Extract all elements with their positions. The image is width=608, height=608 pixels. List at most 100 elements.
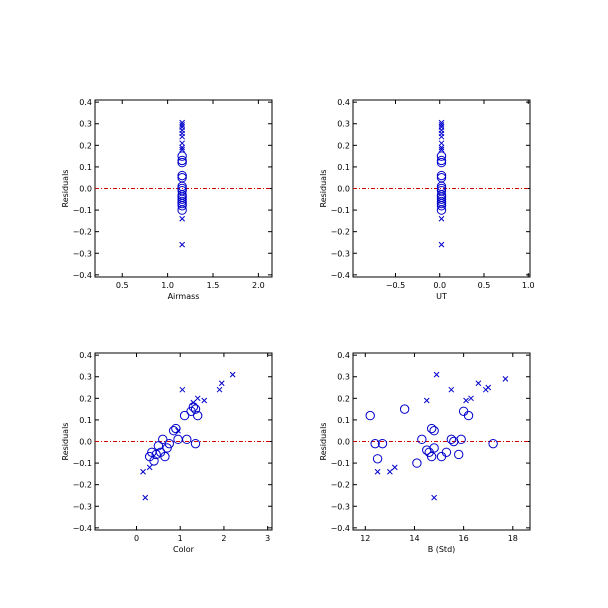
data-point-circle bbox=[158, 434, 168, 445]
data-point-cross bbox=[438, 144, 445, 151]
data-point-cross bbox=[438, 241, 445, 248]
data-point-cross bbox=[179, 215, 185, 222]
y-tick-label: −0.2 bbox=[73, 228, 92, 237]
x-axis-label: Color bbox=[173, 545, 195, 554]
data-point-cross bbox=[391, 464, 398, 471]
y-tick-label: 0.2 bbox=[79, 141, 92, 150]
data-point-circle bbox=[164, 438, 174, 449]
y-tick-label: −0.2 bbox=[331, 228, 350, 237]
data-point-circle bbox=[377, 438, 388, 449]
y-tick-label: −0.1 bbox=[331, 459, 350, 468]
data-point-cross bbox=[142, 494, 149, 501]
y-tick-label: 0.0 bbox=[79, 438, 92, 447]
data-point-circle bbox=[370, 438, 380, 449]
data-point-cross bbox=[140, 468, 146, 475]
data-point-circle bbox=[436, 170, 447, 181]
data-point-circle bbox=[436, 198, 447, 209]
data-point-circle bbox=[177, 205, 187, 215]
data-point-circle bbox=[412, 458, 422, 468]
data-point-circle bbox=[399, 404, 410, 414]
y-tick-label: −0.4 bbox=[331, 271, 350, 280]
data-point-circle bbox=[458, 406, 469, 416]
data-point-cross bbox=[146, 464, 153, 471]
data-point-cross bbox=[448, 386, 455, 393]
data-point-cross bbox=[216, 386, 223, 393]
x-axis-label: Airmass bbox=[168, 292, 200, 301]
y-axis-label: Residuals bbox=[61, 170, 70, 208]
data-point-cross bbox=[179, 241, 185, 248]
data-point-circle bbox=[177, 198, 187, 209]
data-point-circle bbox=[422, 445, 432, 455]
chart-panel-3: 0.4 0.3 0.2 0.1 0.0 −0.1 −0.2 −0.3 −0.4 0 1 2 3 Color… bbox=[61, 351, 273, 554]
data-point-circle bbox=[463, 410, 474, 421]
y-tick-label: 0.2 bbox=[79, 394, 92, 403]
data-point-circle bbox=[186, 406, 196, 416]
y-tick-label: 0.1 bbox=[337, 416, 350, 425]
data-point-circle bbox=[177, 170, 187, 181]
y-tick-label: −0.1 bbox=[331, 206, 350, 215]
data-point-cross bbox=[502, 376, 509, 382]
data-point-cross bbox=[475, 380, 482, 387]
data-point-cross bbox=[201, 397, 208, 404]
data-point-circle bbox=[188, 402, 199, 412]
data-point-circle bbox=[429, 443, 439, 453]
data-point-cross bbox=[179, 144, 185, 151]
y-tick-label: 0.0 bbox=[79, 185, 92, 194]
data-point-circle bbox=[436, 205, 447, 215]
x-tick-label: 0.0 bbox=[433, 281, 446, 290]
y-tick-label: 0.2 bbox=[337, 141, 350, 150]
data-point-cross bbox=[431, 494, 437, 501]
data-point-cross bbox=[179, 133, 185, 140]
data-point-circle bbox=[153, 441, 164, 451]
data-point-circle bbox=[151, 449, 161, 460]
y-tick-label: 0.1 bbox=[79, 163, 92, 172]
data-point-cross bbox=[179, 121, 185, 128]
x-axis-label: UT bbox=[436, 292, 447, 301]
data-point-circle bbox=[190, 404, 201, 414]
y-tick-label: −0.1 bbox=[73, 459, 92, 468]
data-point-circle bbox=[488, 438, 498, 449]
data-point-cross bbox=[463, 397, 469, 404]
y-tick-label: 0.4 bbox=[337, 351, 350, 360]
data-point-circle bbox=[190, 438, 201, 449]
y-tick-label: 0.4 bbox=[79, 351, 92, 360]
data-point-cross bbox=[229, 371, 236, 378]
chart-panel-2: 0.4 0.3 0.2 0.1 0.0 −0.1 −0.2 −0.3 −0.4 −0.5 0.0 0.… bbox=[319, 98, 535, 301]
data-point-circle bbox=[177, 155, 187, 166]
data-point-circle bbox=[436, 173, 447, 183]
data-point-circle bbox=[456, 434, 466, 445]
data-point-cross bbox=[179, 119, 185, 126]
y-tick-label: 0.3 bbox=[337, 373, 350, 382]
x-tick-label: 1.0 bbox=[161, 281, 174, 290]
y-tick-label: 0.3 bbox=[79, 120, 92, 129]
data-point-circle bbox=[168, 426, 179, 436]
x-tick-label: 2.0 bbox=[252, 281, 265, 290]
x-tick-label: 16 bbox=[459, 534, 469, 543]
data-point-circle bbox=[426, 451, 437, 462]
data-point-cross bbox=[438, 215, 445, 222]
data-point-circle bbox=[182, 434, 192, 445]
data-point-circle bbox=[177, 194, 187, 204]
y-tick-label: 0.2 bbox=[337, 394, 350, 403]
x-tick-label: 1 bbox=[178, 534, 183, 543]
data-point-circle bbox=[441, 447, 452, 457]
data-point-circle bbox=[446, 434, 457, 445]
x-tick-label: 14 bbox=[409, 534, 419, 543]
data-point-cross bbox=[438, 146, 445, 153]
data-point-circle bbox=[177, 157, 187, 168]
y-tick-label: −0.4 bbox=[73, 271, 92, 280]
data-point-cross bbox=[179, 146, 185, 153]
x-tick-label: 3 bbox=[265, 534, 270, 543]
y-tick-label: 0.1 bbox=[337, 163, 350, 172]
y-tick-label: −0.4 bbox=[331, 524, 350, 533]
data-point-cross bbox=[374, 468, 381, 475]
data-point-cross bbox=[438, 133, 445, 140]
data-point-cross bbox=[438, 119, 445, 126]
data-point-circle bbox=[177, 201, 187, 211]
y-tick-label: −0.1 bbox=[73, 206, 92, 215]
y-axis-label: Residuals bbox=[319, 423, 328, 461]
y-tick-label: −0.2 bbox=[331, 481, 350, 490]
data-point-circle bbox=[454, 449, 464, 460]
data-point-circle bbox=[429, 426, 439, 436]
